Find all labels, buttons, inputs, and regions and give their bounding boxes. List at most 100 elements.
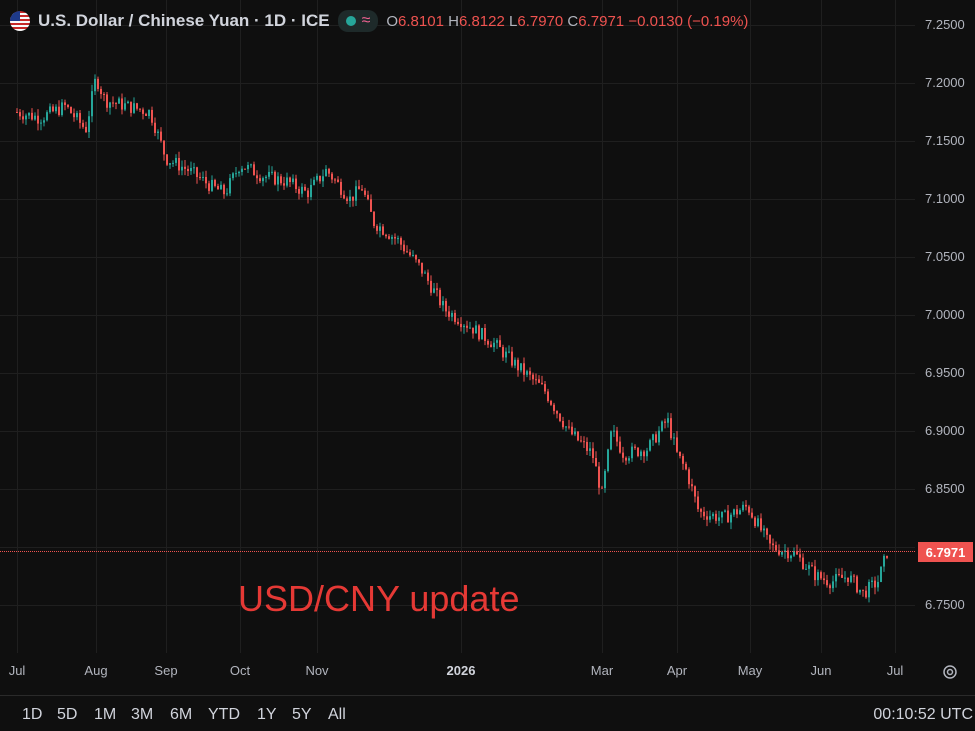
candle-body bbox=[73, 113, 75, 118]
candle-body bbox=[541, 382, 543, 385]
candle-body bbox=[43, 120, 45, 123]
candle-body bbox=[811, 565, 813, 567]
candle-body bbox=[298, 189, 300, 194]
open-label: O bbox=[386, 12, 399, 30]
range-button-5y[interactable]: 5Y bbox=[292, 706, 312, 723]
candle-body bbox=[649, 440, 651, 451]
candle-body bbox=[169, 163, 171, 165]
time-tick-label: Oct bbox=[229, 663, 251, 678]
close-value: 6.7971 bbox=[578, 12, 625, 30]
candle-body bbox=[334, 179, 336, 181]
close-label: C bbox=[567, 12, 579, 30]
candle-body bbox=[499, 340, 501, 348]
candle-body bbox=[532, 374, 534, 380]
last-price-label: 6.7971 bbox=[918, 542, 973, 562]
candle-body bbox=[733, 509, 735, 515]
range-button-1y[interactable]: 1Y bbox=[257, 706, 277, 723]
range-button-1m[interactable]: 1M bbox=[94, 706, 117, 723]
candle-body bbox=[247, 164, 249, 170]
price-tick-label: 7.1000 bbox=[925, 191, 965, 206]
candle-body bbox=[316, 175, 318, 180]
candle-body bbox=[55, 106, 57, 112]
range-button-6m[interactable]: 6M bbox=[170, 706, 193, 723]
candle-body bbox=[346, 198, 348, 201]
settings-icon[interactable] bbox=[940, 662, 960, 682]
candle-body bbox=[538, 379, 540, 383]
candle-body bbox=[598, 466, 600, 488]
candle-body bbox=[322, 176, 324, 182]
candle-body bbox=[238, 171, 240, 174]
high-label: H bbox=[448, 12, 459, 30]
candle-body bbox=[655, 434, 657, 443]
range-button-5d[interactable]: 5D bbox=[57, 706, 78, 723]
range-button-3m[interactable]: 3M bbox=[131, 706, 154, 723]
candle-body bbox=[205, 176, 207, 184]
candle-body bbox=[442, 301, 444, 306]
symbol-legend: U.S. Dollar / Chinese Yuan · 1D · ICE ≈ … bbox=[10, 10, 748, 32]
candle-body bbox=[343, 194, 345, 199]
candle-body bbox=[136, 103, 138, 109]
candle-body bbox=[643, 451, 645, 457]
candle-body bbox=[796, 551, 798, 555]
candle-body bbox=[556, 410, 558, 414]
candle-body bbox=[355, 186, 357, 201]
grid-line-vertical bbox=[96, 0, 97, 653]
candle-body bbox=[487, 340, 489, 345]
candle-body bbox=[835, 574, 837, 582]
range-button-1d[interactable]: 1D bbox=[22, 706, 43, 723]
candle-body bbox=[745, 504, 747, 507]
candle-body bbox=[829, 585, 831, 589]
candle-body bbox=[742, 504, 744, 511]
candle-body bbox=[604, 471, 606, 489]
candle-body bbox=[724, 510, 726, 512]
utc-clock[interactable]: 00:10:52 UTC bbox=[873, 706, 973, 723]
candle-body bbox=[340, 181, 342, 195]
candle-body bbox=[625, 457, 627, 461]
candle-body bbox=[706, 516, 708, 520]
candle-body bbox=[790, 555, 792, 559]
candle-body bbox=[358, 186, 360, 190]
grid-line-horizontal bbox=[0, 25, 915, 26]
candle-body bbox=[79, 113, 81, 123]
range-button-ytd[interactable]: YTD bbox=[208, 706, 240, 723]
open-value: 6.8101 bbox=[398, 12, 444, 30]
candle-body bbox=[832, 581, 834, 589]
change-value: −0.0130 (−0.19%) bbox=[628, 12, 749, 30]
candle-body bbox=[883, 555, 885, 567]
candle-body bbox=[430, 280, 432, 293]
candle-body bbox=[715, 513, 717, 521]
candle-body bbox=[421, 262, 423, 274]
candle-body bbox=[115, 103, 117, 105]
candle-body bbox=[820, 572, 822, 579]
range-button-all[interactable]: All bbox=[328, 706, 346, 723]
market-status-pill[interactable]: ≈ bbox=[337, 10, 379, 32]
candle-body bbox=[133, 103, 135, 113]
candle-body bbox=[70, 107, 72, 114]
candle-body bbox=[292, 178, 294, 183]
candle-body bbox=[241, 168, 243, 172]
candle-body bbox=[427, 272, 429, 281]
candle-body bbox=[145, 113, 147, 116]
candle-body bbox=[16, 112, 18, 113]
candle-body bbox=[223, 184, 225, 195]
candle-body bbox=[262, 178, 264, 182]
candle-body bbox=[688, 469, 690, 485]
candle-body bbox=[157, 131, 159, 133]
candle-body bbox=[637, 447, 639, 457]
candle-body bbox=[232, 173, 234, 179]
candle-body bbox=[64, 102, 66, 105]
candle-body bbox=[523, 363, 525, 375]
candle-body bbox=[349, 196, 351, 201]
candle-body bbox=[415, 255, 417, 260]
candle-body bbox=[160, 131, 162, 141]
grid-line-vertical bbox=[821, 0, 822, 653]
candle-body bbox=[691, 484, 693, 487]
symbol-title[interactable]: U.S. Dollar / Chinese Yuan · 1D · ICE bbox=[38, 11, 330, 30]
candle-body bbox=[805, 568, 807, 570]
last-price-line bbox=[0, 551, 915, 552]
candle-body bbox=[220, 184, 222, 190]
chart-canvas[interactable] bbox=[0, 0, 915, 653]
candle-body bbox=[679, 451, 681, 457]
candle-body bbox=[871, 580, 873, 582]
price-tick-label: 6.8500 bbox=[925, 481, 965, 496]
